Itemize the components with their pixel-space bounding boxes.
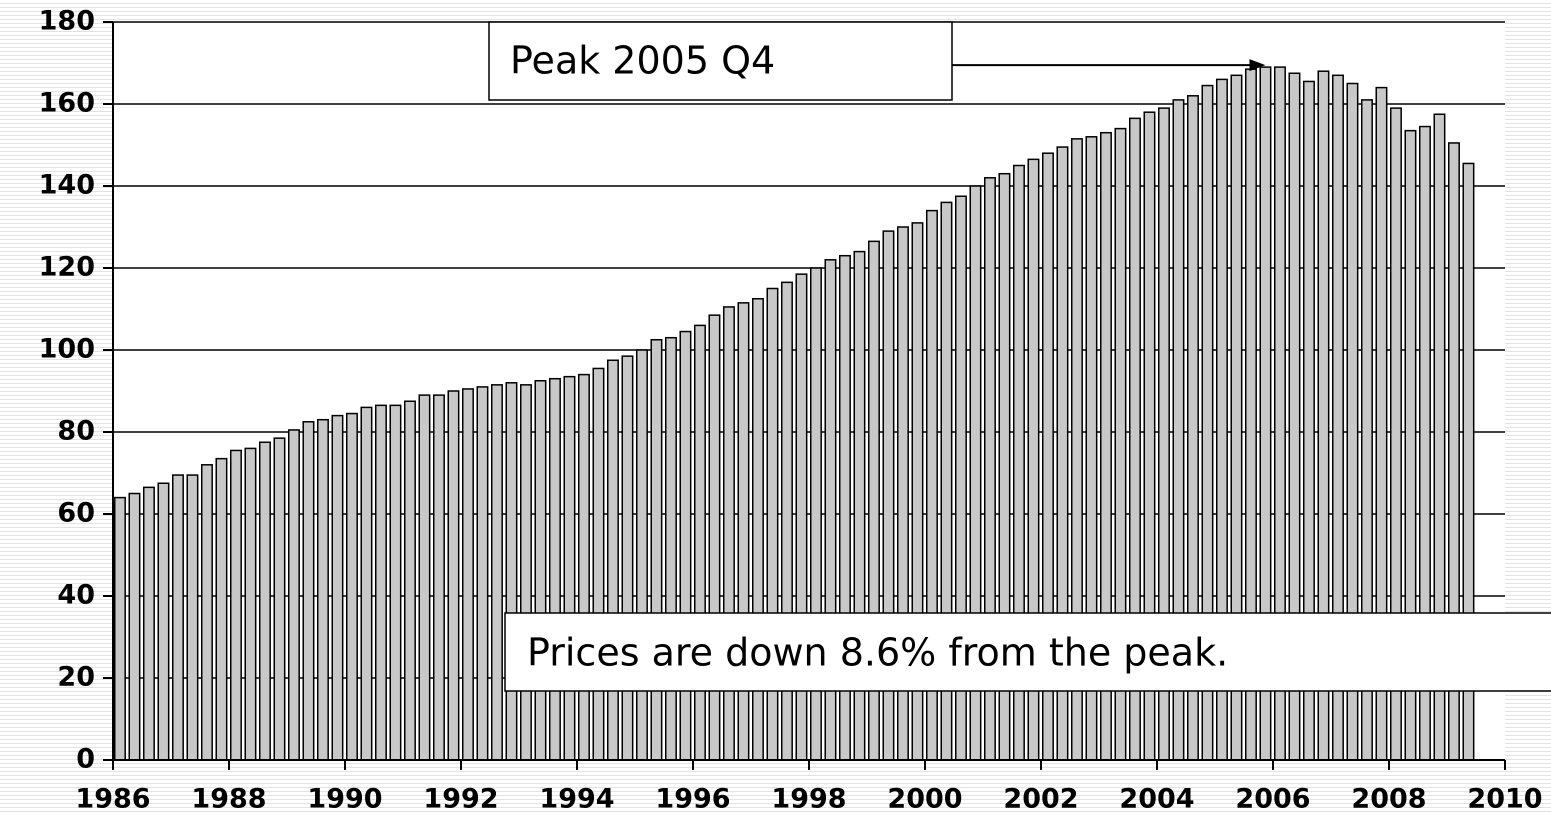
bar <box>432 394 445 761</box>
bar <box>374 404 387 761</box>
bar <box>331 414 344 761</box>
bar <box>316 418 329 761</box>
x-tick-label: 2008 <box>1351 784 1426 813</box>
x-tick-label: 1988 <box>191 784 266 813</box>
annotation: Prices are down 8.6% from the peak. <box>527 631 1228 675</box>
y-tick-label: 0 <box>76 744 95 775</box>
bar <box>606 359 619 761</box>
bar <box>577 373 590 761</box>
bar <box>171 474 184 761</box>
x-tick-label: 1986 <box>75 784 150 813</box>
bar <box>215 457 228 761</box>
bar <box>592 367 605 761</box>
bar <box>519 384 532 761</box>
annotation: Peak 2005 Q4 <box>510 39 775 83</box>
bar <box>258 441 271 761</box>
x-tick-label: 1992 <box>423 784 498 813</box>
x-tick-label: 1998 <box>771 784 846 813</box>
bar <box>476 386 489 761</box>
x-tick-label: 2010 <box>1467 784 1542 813</box>
bar <box>461 388 474 761</box>
y-tick-label: 80 <box>57 416 95 447</box>
bar <box>505 382 518 761</box>
y-tick-label: 40 <box>57 580 95 611</box>
x-tick-label: 2002 <box>1003 784 1078 813</box>
bar <box>621 355 634 761</box>
bar <box>534 380 547 761</box>
bar <box>548 377 561 761</box>
annotation-box <box>504 612 1551 692</box>
bar <box>722 306 735 761</box>
x-tick-label: 1996 <box>655 784 730 813</box>
bar <box>142 486 155 761</box>
bar <box>302 421 315 761</box>
y-tick-label: 20 <box>57 662 95 693</box>
y-tick-label: 140 <box>39 170 95 201</box>
bar <box>244 447 257 761</box>
bar <box>490 384 503 761</box>
y-tick-label: 120 <box>39 252 95 283</box>
bar <box>229 449 242 761</box>
bar <box>345 412 358 761</box>
y-tick-label: 100 <box>39 334 95 365</box>
bar <box>287 429 300 761</box>
y-tick-label: 180 <box>39 6 95 37</box>
bar <box>635 349 648 761</box>
bar <box>186 474 199 761</box>
bar <box>650 339 663 761</box>
bar <box>157 482 170 761</box>
bar <box>563 375 576 761</box>
bar <box>403 400 416 761</box>
bar <box>447 390 460 761</box>
x-tick-label: 2006 <box>1235 784 1310 813</box>
arrow-head <box>1249 59 1266 72</box>
x-tick-label: 1994 <box>539 784 614 813</box>
y-tick-label: 60 <box>57 498 95 529</box>
bar <box>693 324 706 761</box>
bar <box>389 404 402 761</box>
bar <box>360 406 373 761</box>
bar <box>679 330 692 761</box>
bar <box>128 492 141 761</box>
bar <box>113 496 126 761</box>
bar <box>273 437 286 761</box>
bar <box>708 314 721 761</box>
x-tick-label: 2000 <box>887 784 962 813</box>
x-tick-label: 2004 <box>1119 784 1194 813</box>
bar <box>200 464 213 761</box>
annotation-box <box>488 21 953 101</box>
y-tick-label: 160 <box>39 88 95 119</box>
bar <box>418 394 431 761</box>
bar <box>664 336 677 761</box>
x-tick-label: 1990 <box>307 784 382 813</box>
